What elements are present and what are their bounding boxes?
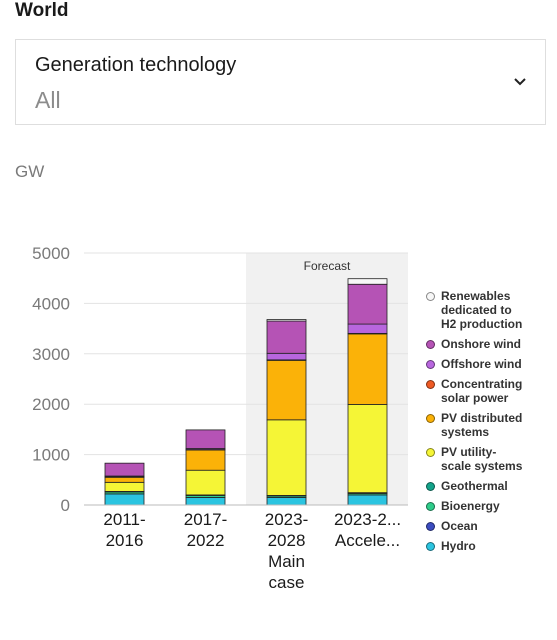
y-tick-label: 1000 <box>32 446 70 465</box>
bar-segment[interactable] <box>266 320 307 354</box>
legend-label-line: solar power <box>441 391 509 405</box>
legend-item[interactable]: Geothermal <box>426 479 556 493</box>
x-tick-label: 2017- 2022 <box>184 510 227 550</box>
bar-segment[interactable] <box>347 278 388 285</box>
x-tick-label: 2023-2... Accele... <box>334 510 401 550</box>
bar-segment[interactable] <box>104 476 145 483</box>
x-tick-label-line: 2023-2... <box>334 510 401 529</box>
x-tick-label-line: 2017- <box>184 510 227 529</box>
legend-swatch <box>426 502 435 511</box>
legend-swatch <box>426 414 435 423</box>
bar-segment[interactable] <box>347 283 388 325</box>
legend-item[interactable]: PV utility-scale systems <box>426 445 556 473</box>
legend-label-line: Concentrating <box>441 377 523 391</box>
legend-label-line: PV utility- <box>441 445 497 459</box>
bar-segment[interactable] <box>266 319 307 322</box>
legend-label-line: Renewables <box>441 289 511 303</box>
bar-segment[interactable] <box>347 404 388 494</box>
bar-segment[interactable] <box>185 449 226 471</box>
legend-item[interactable]: PV distributed systems <box>426 411 556 439</box>
legend-item[interactable]: Offshore wind <box>426 357 556 371</box>
x-tick-label: 2023- 2028 Main case <box>265 510 308 592</box>
legend-item[interactable]: Ocean <box>426 519 556 533</box>
stacked-bar-chart: Forecast0100020003000400050002011-201620… <box>32 244 408 592</box>
legend-label-line: scale systems <box>441 459 523 473</box>
bar-segment[interactable] <box>266 419 307 496</box>
chevron-down-icon[interactable] <box>513 77 527 87</box>
legend-label-line: systems <box>441 425 490 439</box>
bar-segment[interactable] <box>185 469 226 496</box>
x-tick-label-line: 2016 <box>106 531 144 550</box>
legend-label-line: Hydro <box>441 539 476 553</box>
legend-swatch <box>426 482 435 491</box>
y-tick-label: 4000 <box>32 294 70 313</box>
legend-swatch <box>426 340 435 349</box>
legend-item[interactable]: Hydro <box>426 539 556 553</box>
bar-segment[interactable] <box>266 359 307 421</box>
bar-segment[interactable] <box>185 429 226 449</box>
legend-label-line: Geothermal <box>441 479 508 493</box>
x-tick-label-line: case <box>269 573 305 592</box>
x-tick-label-line: 2028 <box>268 531 306 550</box>
x-tick-label-line: 2011- <box>103 510 145 529</box>
legend-swatch <box>426 522 435 531</box>
legend-swatch <box>426 448 435 457</box>
legend-item[interactable]: Renewables dedicated to H2 production <box>426 289 556 331</box>
legend-label-line: Ocean <box>441 519 478 533</box>
legend-label-line: Offshore wind <box>441 357 522 371</box>
legend-label-line: Bioenergy <box>441 499 500 513</box>
x-tick-label-line: 2022 <box>187 531 225 550</box>
chart-legend: Renewables dedicated to H2 production Onsho… <box>426 289 556 559</box>
legend-label-line: Onshore wind <box>441 337 522 351</box>
y-tick-label: 0 <box>61 496 70 515</box>
y-tick-label: 5000 <box>32 244 70 263</box>
x-tick-label-line: Main <box>268 552 305 571</box>
y-tick-label: 3000 <box>32 345 70 364</box>
bar-segment[interactable] <box>347 323 388 334</box>
bar-segment[interactable] <box>104 462 145 477</box>
x-tick-label-line: Accele... <box>335 531 400 550</box>
legend-item[interactable]: Concentrating solar power <box>426 377 556 405</box>
dropdown-label: Generation technology <box>35 54 237 76</box>
bar-segment[interactable] <box>185 497 226 506</box>
legend-label-line: dedicated to <box>441 303 512 317</box>
legend-item[interactable]: Onshore wind <box>426 337 556 351</box>
bar-segment[interactable] <box>104 481 145 492</box>
legend-swatch <box>426 360 435 369</box>
bar-segment[interactable] <box>266 497 307 506</box>
region-title: World <box>15 0 69 21</box>
x-tick-label-line: 2023- <box>265 510 308 529</box>
legend-swatch <box>426 542 435 551</box>
bar-segment[interactable] <box>347 494 388 506</box>
legend-swatch <box>426 380 435 389</box>
dropdown-selected-value: All <box>35 87 61 113</box>
y-tick-label: 2000 <box>32 395 70 414</box>
x-tick-label: 2011- 2016 <box>103 510 145 550</box>
legend-label-line: H2 production <box>441 317 523 331</box>
generation-technology-dropdown[interactable]: Generation technology All <box>15 39 546 125</box>
legend-item[interactable]: Bioenergy <box>426 499 556 513</box>
bar-segment[interactable] <box>104 493 145 506</box>
legend-label-line: PV distributed <box>441 411 523 425</box>
bar-segment[interactable] <box>347 333 388 405</box>
bar-segment[interactable] <box>266 352 307 361</box>
legend-swatch <box>426 292 435 301</box>
forecast-label: Forecast <box>304 259 351 273</box>
unit-label: GW <box>15 162 45 181</box>
